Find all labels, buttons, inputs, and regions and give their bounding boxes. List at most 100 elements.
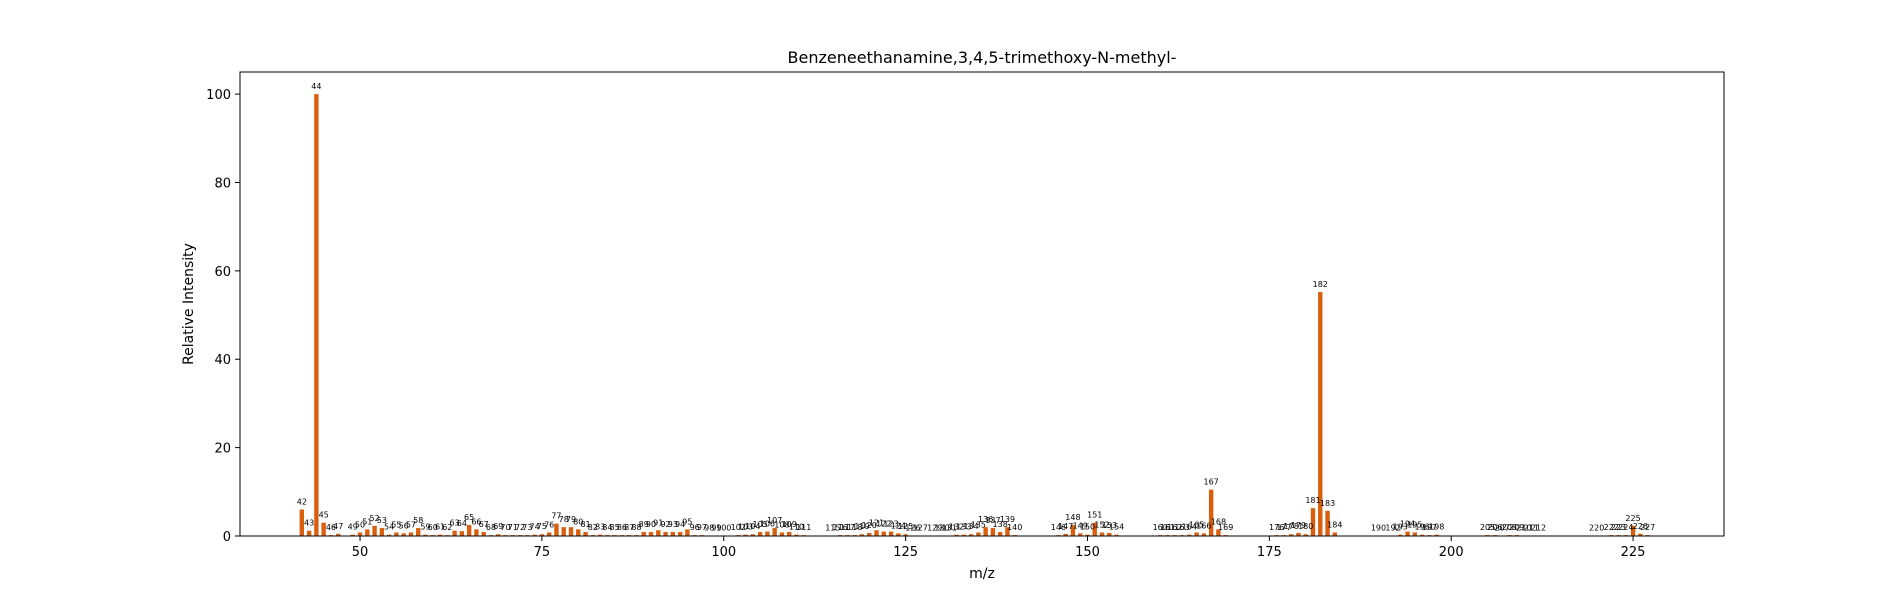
bar-mz-67	[481, 532, 486, 536]
data-label-mz-88: 88	[631, 523, 641, 532]
data-label-mz-123: 123	[883, 520, 898, 529]
data-label-mz-152: 152	[1094, 520, 1109, 529]
bar-mz-198	[1434, 534, 1439, 536]
data-label-mz-79: 79	[566, 515, 576, 524]
bar-mz-195	[1412, 532, 1418, 536]
data-label-mz-53: 53	[377, 516, 387, 525]
bar-mz-167	[1208, 489, 1214, 536]
data-label-mz-104: 104	[745, 522, 760, 531]
data-label-mz-87: 87	[624, 523, 634, 532]
bar-mz-120	[867, 532, 872, 536]
data-label-mz-45: 45	[319, 511, 329, 520]
x-tick-label: 100	[711, 545, 736, 560]
data-label-mz-166: 166	[1196, 521, 1211, 530]
bar-mz-139	[1005, 527, 1010, 536]
bar-mz-180	[1303, 534, 1308, 536]
data-label-mz-67: 67	[479, 520, 489, 529]
bar-mz-45	[321, 522, 326, 536]
x-axis-ticks: 50 75 100 125 150 175 200 225	[352, 536, 1646, 560]
bar-mz-94	[677, 532, 683, 536]
data-label-mz-73: 73	[522, 523, 532, 532]
data-label-mz-116: 116	[833, 523, 848, 532]
bar-mz-105	[757, 532, 763, 536]
data-label-mz-111: 111	[796, 523, 811, 532]
bar-mz-194	[1405, 531, 1410, 536]
data-label-mz-81: 81	[580, 520, 590, 529]
data-label-mz-95: 95	[682, 517, 692, 526]
data-label-mz-165: 165	[1189, 520, 1204, 529]
bar-mz-132	[954, 534, 959, 536]
data-label-mz-91: 91	[653, 518, 663, 527]
bar-mz-147	[1063, 533, 1068, 536]
bar-mz-56	[401, 533, 406, 536]
data-label-mz-146: 146	[1051, 523, 1066, 532]
bar-mz-178	[1288, 534, 1294, 536]
data-label-mz-68: 68	[486, 523, 496, 532]
data-label-mz-51: 51	[362, 517, 372, 526]
y-axis-label: Relative Intensity	[181, 243, 197, 365]
data-label-mz-148: 148	[1065, 513, 1080, 522]
data-label-mz-97: 97	[697, 523, 707, 532]
data-label-mz-163: 163	[1174, 523, 1189, 532]
data-label-mz-133: 133	[956, 523, 971, 532]
bar-mz-125	[903, 534, 908, 536]
data-label-mz-138: 138	[993, 520, 1008, 529]
bar-mz-119	[859, 534, 865, 536]
data-label-mz-78: 78	[559, 515, 569, 524]
data-label-mz-224: 224	[1618, 523, 1633, 532]
data-label-mz-57: 57	[406, 520, 416, 529]
data-label-mz-83: 83	[595, 523, 605, 532]
bar-mz-124	[896, 533, 901, 536]
data-label-mz-198: 198	[1429, 523, 1444, 532]
bar-mz-93	[670, 532, 676, 536]
data-label-mz-122: 122	[876, 520, 891, 529]
data-label-mz-223: 223	[1611, 523, 1626, 532]
data-label-mz-132: 132	[949, 523, 964, 532]
x-tick-label: 225	[1621, 545, 1646, 560]
data-label-mz-136: 136	[978, 515, 993, 524]
data-label-mz-50: 50	[355, 520, 365, 529]
data-label-mz-190: 190	[1371, 524, 1386, 533]
bar-mz-92	[663, 532, 668, 536]
data-label-mz-184: 184	[1327, 520, 1342, 529]
bar-mz-80	[576, 529, 581, 536]
data-label-mz-227: 227	[1640, 523, 1655, 532]
data-label-mz-56: 56	[399, 521, 409, 530]
data-label-mz-47: 47	[333, 522, 343, 531]
x-tick-label: 75	[534, 545, 551, 560]
data-label-mz-194: 194	[1400, 520, 1415, 529]
data-label-mz-124: 124	[891, 521, 906, 530]
bar-mz-90	[648, 532, 654, 536]
data-label-mz-150: 150	[1080, 523, 1095, 532]
data-label-mz-71: 71	[508, 523, 518, 532]
data-label-mz-125: 125	[898, 522, 913, 531]
y-axis-ticks: 0 20 40 60 80 100	[206, 88, 240, 545]
data-label-mz-89: 89	[639, 520, 649, 529]
data-label-mz-76: 76	[544, 520, 554, 529]
data-label-mz-147: 147	[1058, 522, 1073, 531]
data-label-mz-161: 161	[1160, 523, 1175, 532]
data-label-mz-102: 102	[731, 523, 746, 532]
plot-frame	[239, 71, 1725, 537]
data-label-mz-207: 207	[1494, 524, 1509, 533]
data-label-mz-108: 108	[774, 520, 789, 529]
bar-mz-74	[532, 534, 537, 536]
data-label-mz-182: 182	[1313, 280, 1328, 289]
bar-mz-133	[961, 534, 967, 536]
data-label-mz-183: 183	[1320, 499, 1335, 508]
y-tick-label: 100	[206, 88, 231, 103]
data-label-mz-90: 90	[646, 520, 656, 529]
bar-mz-53	[379, 528, 385, 536]
bar-mz-182	[1318, 292, 1323, 536]
data-label-mz-129: 129	[927, 524, 942, 533]
bar-mz-81	[583, 532, 588, 536]
plot-area	[240, 72, 1724, 536]
data-label-mz-69: 69	[493, 522, 503, 531]
bar-mz-164	[1187, 534, 1192, 536]
chart-title: Benzeneethanamine,3,4,5-trimethoxy-N-met…	[788, 48, 1177, 67]
bar-mz-151	[1092, 522, 1097, 536]
bar-mz-64	[459, 531, 465, 536]
bar-mz-137	[990, 528, 996, 536]
data-label-mz-196: 196	[1414, 523, 1429, 532]
